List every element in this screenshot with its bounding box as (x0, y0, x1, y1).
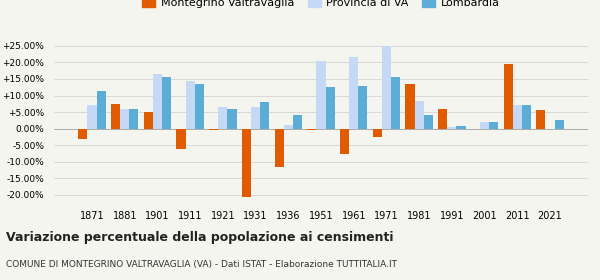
Text: Variazione percentuale della popolazione ai censimenti: Variazione percentuale della popolazione… (6, 231, 394, 244)
Bar (111, 104, 120, 129)
Bar (130, 109, 139, 129)
Text: COMUNE DI MONTEGRINO VALTRAVAGLIA (VA) - Dati ISTAT - Elaborazione TUTTITALIA.IT: COMUNE DI MONTEGRINO VALTRAVAGLIA (VA) -… (6, 260, 397, 269)
Bar (209, 129, 218, 130)
Bar (406, 84, 415, 129)
Bar (424, 115, 433, 129)
Bar (480, 122, 489, 129)
Bar (438, 109, 447, 129)
Bar (162, 77, 171, 129)
Bar (242, 129, 251, 197)
Bar (340, 129, 349, 153)
Bar (275, 129, 284, 167)
Bar (185, 81, 195, 129)
Bar (97, 90, 106, 129)
Bar (88, 106, 97, 129)
Bar (120, 109, 130, 129)
Bar (503, 64, 512, 129)
Legend: Montegrino Valtravaglia, Provincia di VA, Lombardia: Montegrino Valtravaglia, Provincia di VA… (137, 0, 505, 12)
Bar (349, 57, 358, 129)
Bar (415, 101, 424, 129)
Bar (554, 120, 564, 129)
Bar (391, 77, 400, 129)
Bar (78, 129, 88, 139)
Bar (489, 122, 499, 129)
Bar (251, 107, 260, 129)
Bar (218, 107, 227, 129)
Bar (358, 86, 367, 129)
Bar (293, 115, 302, 129)
Bar (143, 112, 153, 129)
Bar (512, 106, 522, 129)
Bar (536, 110, 545, 129)
Bar (326, 87, 335, 129)
Bar (522, 106, 531, 129)
Bar (284, 125, 293, 129)
Bar (260, 102, 269, 129)
Bar (195, 84, 204, 129)
Bar (373, 129, 382, 137)
Bar (316, 61, 326, 129)
Bar (457, 126, 466, 129)
Bar (382, 46, 391, 129)
Bar (153, 74, 162, 129)
Bar (227, 109, 236, 129)
Bar (307, 129, 316, 130)
Bar (447, 127, 457, 129)
Bar (176, 129, 185, 149)
